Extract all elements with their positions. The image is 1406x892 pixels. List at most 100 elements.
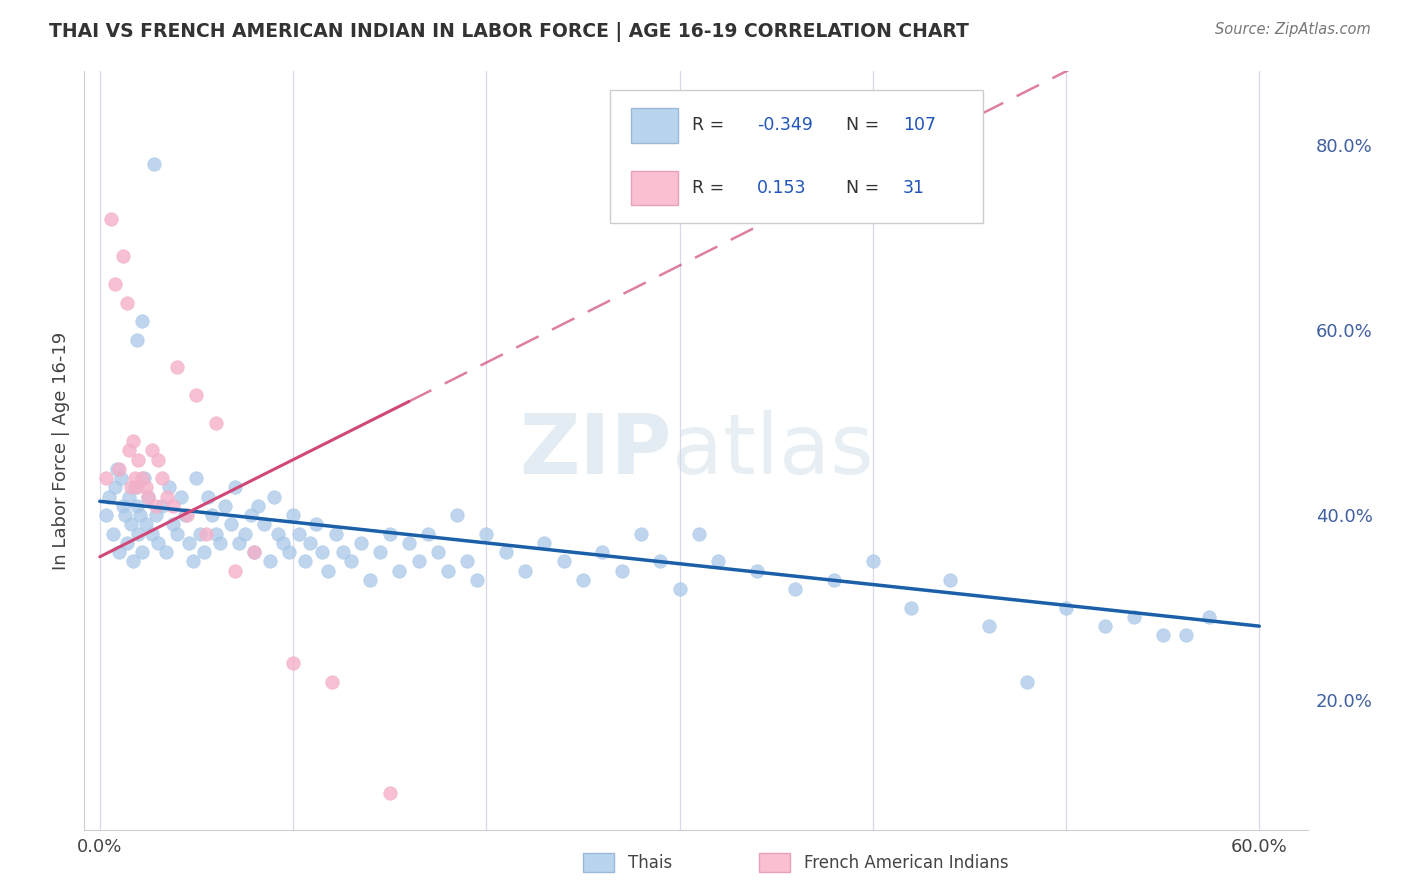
Point <box>281 508 304 523</box>
Point <box>162 499 184 513</box>
Point <box>253 517 276 532</box>
Point <box>176 508 198 523</box>
Point <box>103 526 125 541</box>
Point <box>156 490 179 504</box>
Point <box>378 526 401 541</box>
Point <box>204 416 226 430</box>
Point <box>259 554 281 568</box>
Point <box>305 517 328 532</box>
Point <box>610 564 633 578</box>
Point <box>195 526 218 541</box>
Point <box>418 526 440 541</box>
Text: atlas: atlas <box>672 410 873 491</box>
Text: Source: ZipAtlas.com: Source: ZipAtlas.com <box>1215 22 1371 37</box>
Point <box>150 499 173 513</box>
Point <box>94 508 117 523</box>
Point <box>321 674 343 689</box>
Point <box>125 499 148 513</box>
Point <box>224 564 246 578</box>
Point <box>162 517 184 532</box>
Point <box>278 545 301 559</box>
Text: THAI VS FRENCH AMERICAN INDIAN IN LABOR FORCE | AGE 16-19 CORRELATION CHART: THAI VS FRENCH AMERICAN INDIAN IN LABOR … <box>49 22 969 42</box>
Point <box>141 526 163 541</box>
Point <box>785 582 807 596</box>
Point <box>475 526 498 541</box>
Point <box>368 545 391 559</box>
Point <box>121 554 143 568</box>
Point <box>495 545 517 559</box>
FancyBboxPatch shape <box>631 171 678 205</box>
Point <box>204 526 226 541</box>
Point <box>224 480 246 494</box>
Point <box>219 517 242 532</box>
Point <box>378 786 401 800</box>
Point <box>177 536 200 550</box>
Point <box>316 564 339 578</box>
Point <box>1198 610 1220 624</box>
Point <box>247 499 270 513</box>
Point <box>513 564 536 578</box>
Point <box>188 526 211 541</box>
Point <box>166 360 188 375</box>
Text: R =: R = <box>692 116 730 135</box>
Text: Thais: Thais <box>628 854 672 871</box>
Point <box>145 508 167 523</box>
Point <box>233 526 256 541</box>
Point <box>668 582 690 596</box>
Point <box>115 295 138 310</box>
Point <box>142 157 165 171</box>
Text: 31: 31 <box>903 179 925 197</box>
Point <box>243 545 266 559</box>
Point <box>136 490 159 504</box>
Point <box>121 434 143 449</box>
Point <box>110 471 132 485</box>
Point <box>1122 610 1144 624</box>
Point <box>553 554 575 568</box>
Point <box>146 536 169 550</box>
Point <box>294 554 316 568</box>
Point <box>166 526 188 541</box>
Point <box>408 554 430 568</box>
Point <box>446 508 468 523</box>
Point <box>900 600 922 615</box>
Text: N =: N = <box>846 179 880 197</box>
Point <box>350 536 373 550</box>
Point <box>104 480 127 494</box>
Point <box>263 490 285 504</box>
Point <box>533 536 555 550</box>
Text: 0.153: 0.153 <box>758 179 807 197</box>
Point <box>111 249 134 263</box>
Point <box>108 545 131 559</box>
Point <box>1174 628 1197 642</box>
Point <box>135 480 157 494</box>
Point <box>193 545 215 559</box>
Point <box>398 536 420 550</box>
Text: ZIP: ZIP <box>519 410 672 491</box>
Point <box>1054 600 1077 615</box>
Point <box>131 545 153 559</box>
Text: French American Indians: French American Indians <box>804 854 1010 871</box>
Point <box>118 443 141 458</box>
Point <box>141 443 163 458</box>
Point <box>388 564 411 578</box>
Point <box>427 545 450 559</box>
Point <box>228 536 250 550</box>
Point <box>436 564 458 578</box>
Point <box>630 526 652 541</box>
Point <box>114 508 136 523</box>
Point <box>823 573 845 587</box>
Point <box>273 536 295 550</box>
Point <box>105 462 128 476</box>
Point <box>125 333 148 347</box>
Point <box>214 499 236 513</box>
Point <box>186 388 208 402</box>
Point <box>127 526 149 541</box>
Point <box>157 480 180 494</box>
Point <box>131 314 153 328</box>
Point <box>115 536 138 550</box>
Point <box>104 277 127 291</box>
Point <box>150 471 173 485</box>
Point <box>120 480 142 494</box>
Text: 107: 107 <box>903 116 936 135</box>
Point <box>131 471 153 485</box>
